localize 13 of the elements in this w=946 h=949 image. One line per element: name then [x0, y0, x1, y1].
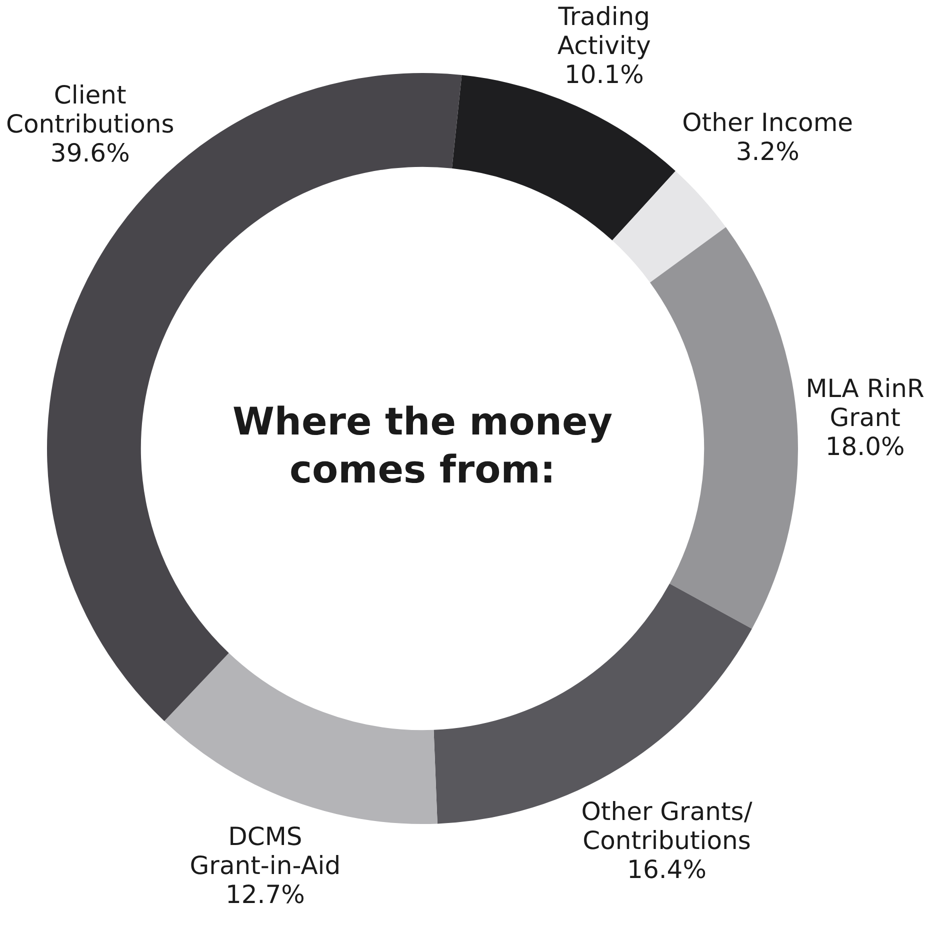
- slice-label: MLA RinR Grant: [806, 374, 924, 432]
- data-label: 39.6%: [50, 138, 130, 168]
- slice-label: Client Contributions: [6, 80, 174, 138]
- slice-label: Other Income: [682, 108, 854, 138]
- data-label: 18.0%: [825, 432, 905, 462]
- data-label: 12.7%: [225, 880, 305, 909]
- text: Where the money comes from:: [232, 399, 613, 492]
- data-label: 3.2%: [736, 137, 800, 166]
- slice-label: Trading Activity: [557, 2, 652, 60]
- data-label: 10.1%: [564, 60, 644, 89]
- data-label: 16.4%: [627, 854, 706, 884]
- slice-label: Other Grants/Contributions: [581, 796, 753, 855]
- slice-label: DCMS Grant-in-Aid: [190, 822, 341, 880]
